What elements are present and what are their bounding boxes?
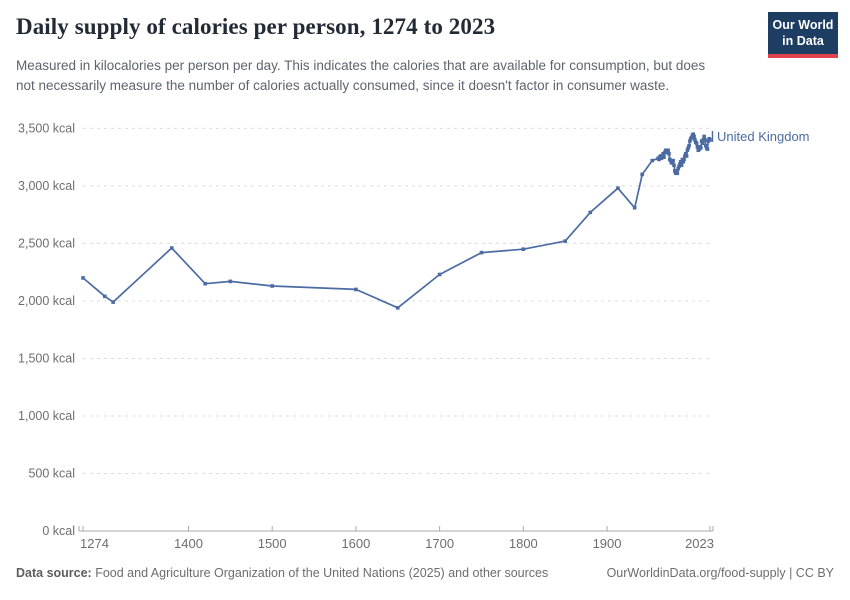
data-point-marker — [685, 148, 690, 153]
data-point-marker — [672, 163, 676, 168]
data-point-marker — [705, 147, 710, 151]
data-point-marker — [686, 146, 691, 150]
data-point-marker — [677, 164, 681, 169]
data-point-marker — [698, 146, 703, 150]
data-point-marker — [667, 151, 671, 156]
y-tick-label: 2,500 kcal — [18, 236, 75, 250]
data-point-marker — [694, 141, 699, 146]
data-point-marker — [662, 155, 666, 159]
data-point-marker — [703, 138, 707, 142]
data-point-marker — [708, 138, 712, 142]
data-point-marker — [81, 276, 85, 280]
data-point-marker — [674, 169, 679, 173]
data-point-marker — [102, 294, 107, 299]
y-tick-label: 3,000 kcal — [18, 179, 75, 193]
x-tick-label: 1400 — [174, 536, 203, 551]
data-point-marker — [640, 172, 644, 177]
data-point-marker — [437, 272, 442, 277]
data-point-marker — [695, 145, 700, 149]
data-point-marker — [683, 151, 688, 156]
x-tick-label: 2023 — [685, 536, 714, 551]
data-point-marker — [671, 158, 675, 163]
data-point-marker — [228, 279, 233, 284]
x-tick-label: 1700 — [425, 536, 454, 551]
y-tick-label: 3,500 kcal — [18, 121, 75, 135]
x-tick-label: 1900 — [593, 536, 622, 551]
data-point-marker — [659, 156, 664, 161]
data-point-marker — [688, 139, 692, 143]
data-point-marker — [354, 287, 358, 292]
data-point-marker — [679, 163, 684, 168]
series-line-united-kingdom — [82, 133, 711, 309]
datasource-text: Food and Agriculture Organization of the… — [91, 566, 549, 580]
data-point-marker — [111, 300, 115, 304]
data-point-marker — [666, 148, 670, 153]
data-point-marker — [632, 205, 637, 210]
entity-label: United Kingdom — [717, 129, 810, 144]
datasource-note: Data source: Food and Agriculture Organi… — [16, 566, 548, 580]
data-point-marker — [676, 166, 680, 171]
data-point-marker — [682, 157, 686, 162]
x-tick-label: 1274 — [80, 536, 109, 551]
data-point-marker — [689, 135, 694, 140]
data-point-marker — [650, 158, 655, 163]
data-point-marker — [704, 143, 708, 148]
x-tick-label: 1800 — [509, 536, 538, 551]
chart-footer: Data source: Food and Agriculture Organi… — [16, 566, 834, 580]
data-point-marker — [479, 250, 484, 255]
credit-link[interactable]: OurWorldinData.org/food-supply | CC BY — [606, 566, 834, 580]
data-point-marker — [692, 134, 696, 139]
data-point-marker — [395, 306, 400, 310]
owid-logo-line1: Our World — [772, 18, 834, 32]
data-point-marker — [691, 132, 696, 136]
y-tick-label: 2,000 kcal — [18, 294, 75, 308]
y-tick-label: 1,500 kcal — [18, 351, 75, 365]
data-point-marker — [681, 159, 686, 164]
data-point-marker — [270, 284, 274, 288]
data-point-marker — [521, 247, 526, 251]
data-point-marker — [203, 281, 208, 286]
datasource-label: Data source: — [16, 566, 92, 580]
data-point-marker — [588, 210, 593, 215]
data-point-marker — [169, 246, 174, 250]
owid-logo-line2: in Data — [782, 33, 824, 48]
data-point-marker — [675, 171, 680, 176]
x-tick-label: 1600 — [341, 536, 370, 551]
y-tick-label: 500 kcal — [28, 466, 75, 480]
x-tick-label: 1500 — [258, 536, 287, 551]
page-title: Daily supply of calories per person, 127… — [16, 14, 496, 39]
data-point-marker — [563, 239, 567, 243]
data-point-marker — [678, 159, 683, 164]
data-point-marker — [657, 157, 661, 162]
chart-subtitle: Measured in kilocalories per person per … — [16, 58, 706, 94]
y-tick-label: 0 kcal — [42, 524, 75, 538]
y-tick-label: 1,000 kcal — [18, 409, 75, 423]
data-point-marker — [684, 154, 689, 158]
data-point-marker — [616, 186, 620, 191]
owid-logo[interactable]: Our World in Data — [768, 12, 838, 59]
data-point-marker — [700, 141, 705, 146]
data-point-marker — [687, 143, 691, 148]
data-point-marker — [693, 138, 697, 142]
data-point-marker — [702, 134, 706, 139]
